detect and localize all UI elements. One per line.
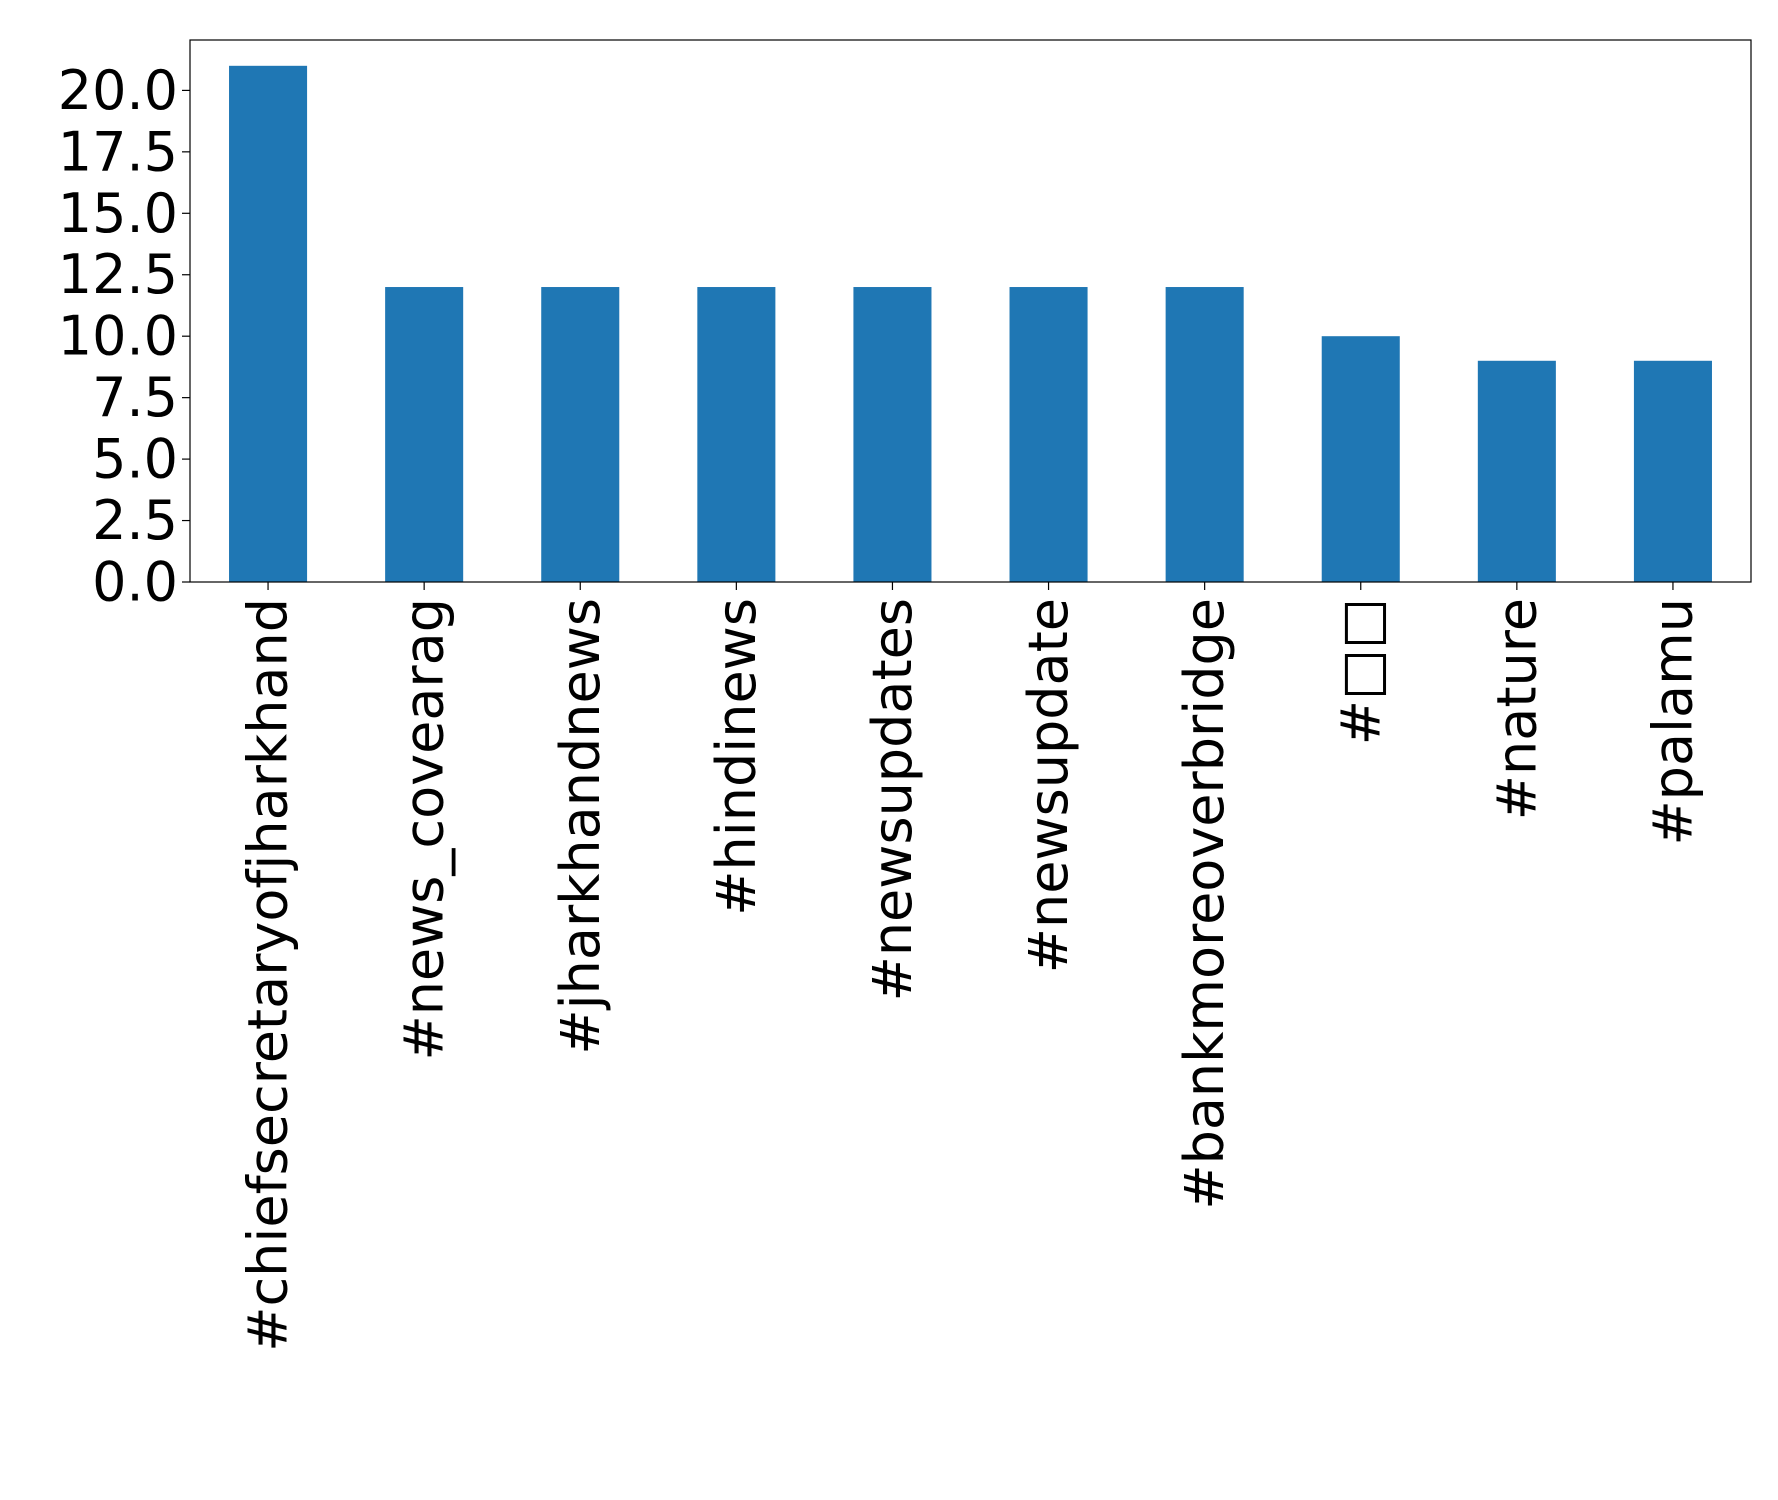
y-tick-label: 2.5 <box>92 489 178 552</box>
x-tick-label: #nature <box>1485 598 1548 820</box>
y-tick-label: 5.0 <box>92 428 178 491</box>
bar-2 <box>541 287 620 582</box>
y-tick-label: 17.5 <box>58 120 178 183</box>
bar-8 <box>1477 360 1556 582</box>
plot-frame <box>189 39 1752 583</box>
x-axis: #chiefsecretaryofjharkhand #news_covearag… <box>237 582 1704 1352</box>
x-tick-label: #news_covearag <box>393 598 456 1061</box>
x-tick-label: #jharkhandnews <box>549 598 612 1055</box>
y-axis: 0.02.55.07.510.012.515.017.520.0 <box>58 59 190 614</box>
bar-6 <box>1165 287 1244 582</box>
x-tick-label: #□□ <box>1329 598 1392 745</box>
bar-7 <box>1321 336 1400 582</box>
y-tick-label: 20.0 <box>58 59 178 122</box>
y-tick-label: 7.5 <box>92 366 178 429</box>
bar-3 <box>697 287 776 582</box>
y-tick-label: 0.0 <box>92 551 178 614</box>
y-tick-label: 12.5 <box>58 243 178 306</box>
x-tick-label: #bankmoreoverbridge <box>1173 598 1236 1210</box>
bar-9 <box>1633 360 1712 582</box>
bar-5 <box>1009 287 1088 582</box>
bar-4 <box>853 287 932 582</box>
y-tick-label: 15.0 <box>58 182 178 245</box>
bars-layer <box>229 65 1712 582</box>
x-tick-label: #hindinews <box>705 598 768 916</box>
x-tick-label: #palamu <box>1641 598 1704 846</box>
x-tick-label: #newsupdate <box>1017 598 1080 973</box>
x-tick-label: #chiefsecretaryofjharkhand <box>237 598 300 1352</box>
x-tick-label: #newsupdates <box>861 598 924 1001</box>
bar-1 <box>385 287 464 582</box>
y-tick-label: 10.0 <box>58 305 178 368</box>
bar-0 <box>229 65 308 582</box>
